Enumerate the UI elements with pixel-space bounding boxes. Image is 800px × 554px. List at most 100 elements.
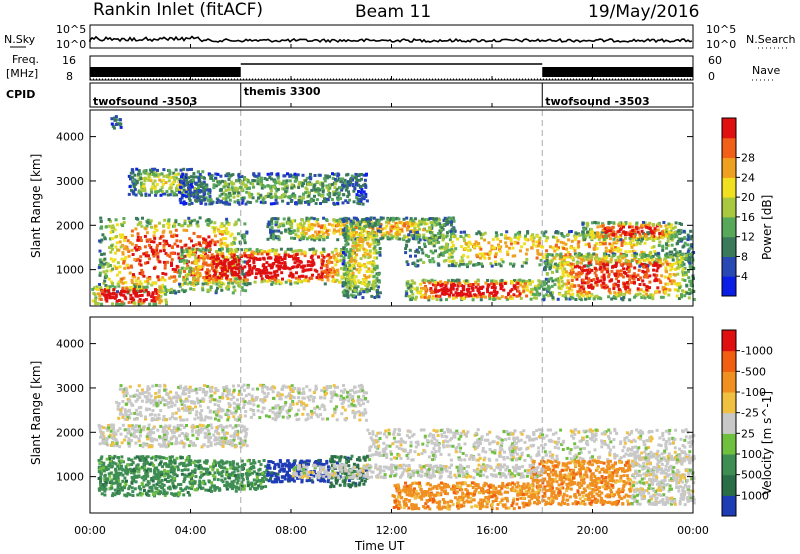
power-cell-416 (238, 284, 242, 288)
power-cell-3751 (610, 245, 614, 249)
power-cell-808 (194, 191, 198, 195)
power-cell-1521 (321, 194, 324, 198)
power-cell-3886 (420, 248, 424, 252)
power-cell-2562 (289, 279, 293, 283)
power-cell-3965 (630, 245, 634, 249)
power-cell-2731 (180, 253, 184, 256)
power-cell-2366 (186, 266, 190, 270)
power-cell-1507 (201, 186, 205, 190)
power-cell-1991 (316, 218, 320, 221)
power-cell-4165 (490, 264, 494, 268)
power-cell-123 (159, 235, 163, 239)
power-cell-565 (230, 242, 234, 246)
power-cell-2919 (359, 244, 363, 247)
power-cell-1855 (269, 228, 273, 232)
power-cell-1872 (326, 233, 330, 236)
power-cell-2684 (226, 269, 230, 273)
power-cell-4206 (598, 267, 602, 271)
power-cell-4709 (599, 261, 603, 264)
power-cell-540 (186, 282, 190, 286)
power-cell-4560 (624, 290, 628, 294)
power-cell-4508 (561, 294, 565, 298)
power-cell-1990 (423, 222, 427, 226)
power-cell-1531 (347, 193, 351, 196)
power-cell-4718 (558, 266, 562, 270)
power-cell-1457 (358, 202, 362, 206)
power-cell-1536 (282, 192, 286, 196)
power-cell-1298 (183, 178, 187, 182)
power-cell-2693 (262, 257, 266, 261)
power-cell-4240 (651, 295, 655, 299)
power-cell-797 (129, 177, 132, 181)
power-cell-1570 (210, 176, 213, 180)
power-cell-1496 (311, 199, 315, 202)
power-cell-3595 (429, 249, 433, 253)
power-cell-4327 (580, 281, 584, 285)
power-cell-2095 (310, 225, 314, 229)
power-cell-3968 (423, 245, 427, 248)
power-cell-1474 (351, 184, 355, 188)
power-cell-1453 (182, 175, 186, 179)
power-cell-2916 (358, 290, 362, 294)
power-cell-3121 (343, 294, 347, 298)
power-cell-1108 (182, 188, 186, 192)
power-cell-1034 (267, 184, 271, 188)
power-cell-3182 (525, 285, 529, 289)
power-cell-990 (266, 172, 270, 176)
power-cell-3496 (523, 282, 527, 286)
power-cell-402 (192, 288, 196, 291)
power-cell-664 (159, 249, 163, 253)
power-cell-2152 (188, 281, 192, 285)
power-cell-1539 (360, 173, 363, 176)
power-cell-2062 (395, 223, 399, 227)
power-cell-3390 (490, 279, 494, 283)
power-cell-75 (138, 271, 142, 275)
power-cell-4524 (678, 265, 682, 269)
power-cell-2707 (202, 261, 206, 265)
power-cell-3407 (465, 288, 469, 292)
power-cell-2063 (338, 220, 342, 224)
power-cell-4707 (589, 294, 593, 298)
power-cell-3170 (404, 294, 408, 298)
power-cell-17 (157, 278, 161, 282)
power-cell-4477 (599, 279, 603, 283)
power-cell-1197 (199, 189, 203, 193)
power-cell-463 (148, 238, 152, 242)
power-cell-492 (136, 223, 140, 227)
power-cell-4621 (556, 297, 560, 301)
power-cell-2763 (348, 260, 352, 264)
power-cell-3 (222, 224, 226, 228)
power-cell-1782 (402, 217, 406, 221)
power-cell-2338 (204, 261, 208, 265)
power-cell-607 (207, 241, 211, 245)
power-cell-3550 (478, 252, 482, 256)
power-cell-55 (244, 289, 248, 293)
power-cell-1288 (322, 200, 325, 204)
power-cell-2206 (311, 258, 315, 262)
power-cell-3503 (509, 295, 513, 298)
power-cell-1260 (321, 186, 324, 190)
power-cell-196 (173, 270, 177, 273)
power-cell-3658 (475, 243, 479, 247)
power-cell-881 (174, 173, 178, 176)
power-cell-1821 (277, 238, 281, 242)
power-cell-4461 (614, 261, 618, 265)
power-cell-4526 (689, 279, 693, 283)
power-cell-2254 (230, 269, 234, 273)
power-cell-3982 (478, 256, 482, 260)
power-cell-2575 (201, 247, 205, 251)
power-cell-2718 (339, 266, 343, 270)
power-cell-2318 (270, 282, 274, 286)
power-cell-2876 (349, 219, 353, 223)
power-cell-4775 (573, 275, 577, 279)
power-cell-4618 (592, 278, 596, 281)
power-cell-4004 (653, 250, 657, 253)
power-cell-608 (168, 276, 172, 280)
power-cell-4596 (661, 262, 665, 266)
power-cell-3667 (584, 243, 588, 247)
cpid-label: CPID (6, 88, 35, 101)
power-cell-3321 (452, 297, 455, 300)
power-cell-2349 (313, 268, 317, 272)
power-cell-4564 (576, 290, 580, 294)
power-cell-1376 (345, 173, 349, 177)
